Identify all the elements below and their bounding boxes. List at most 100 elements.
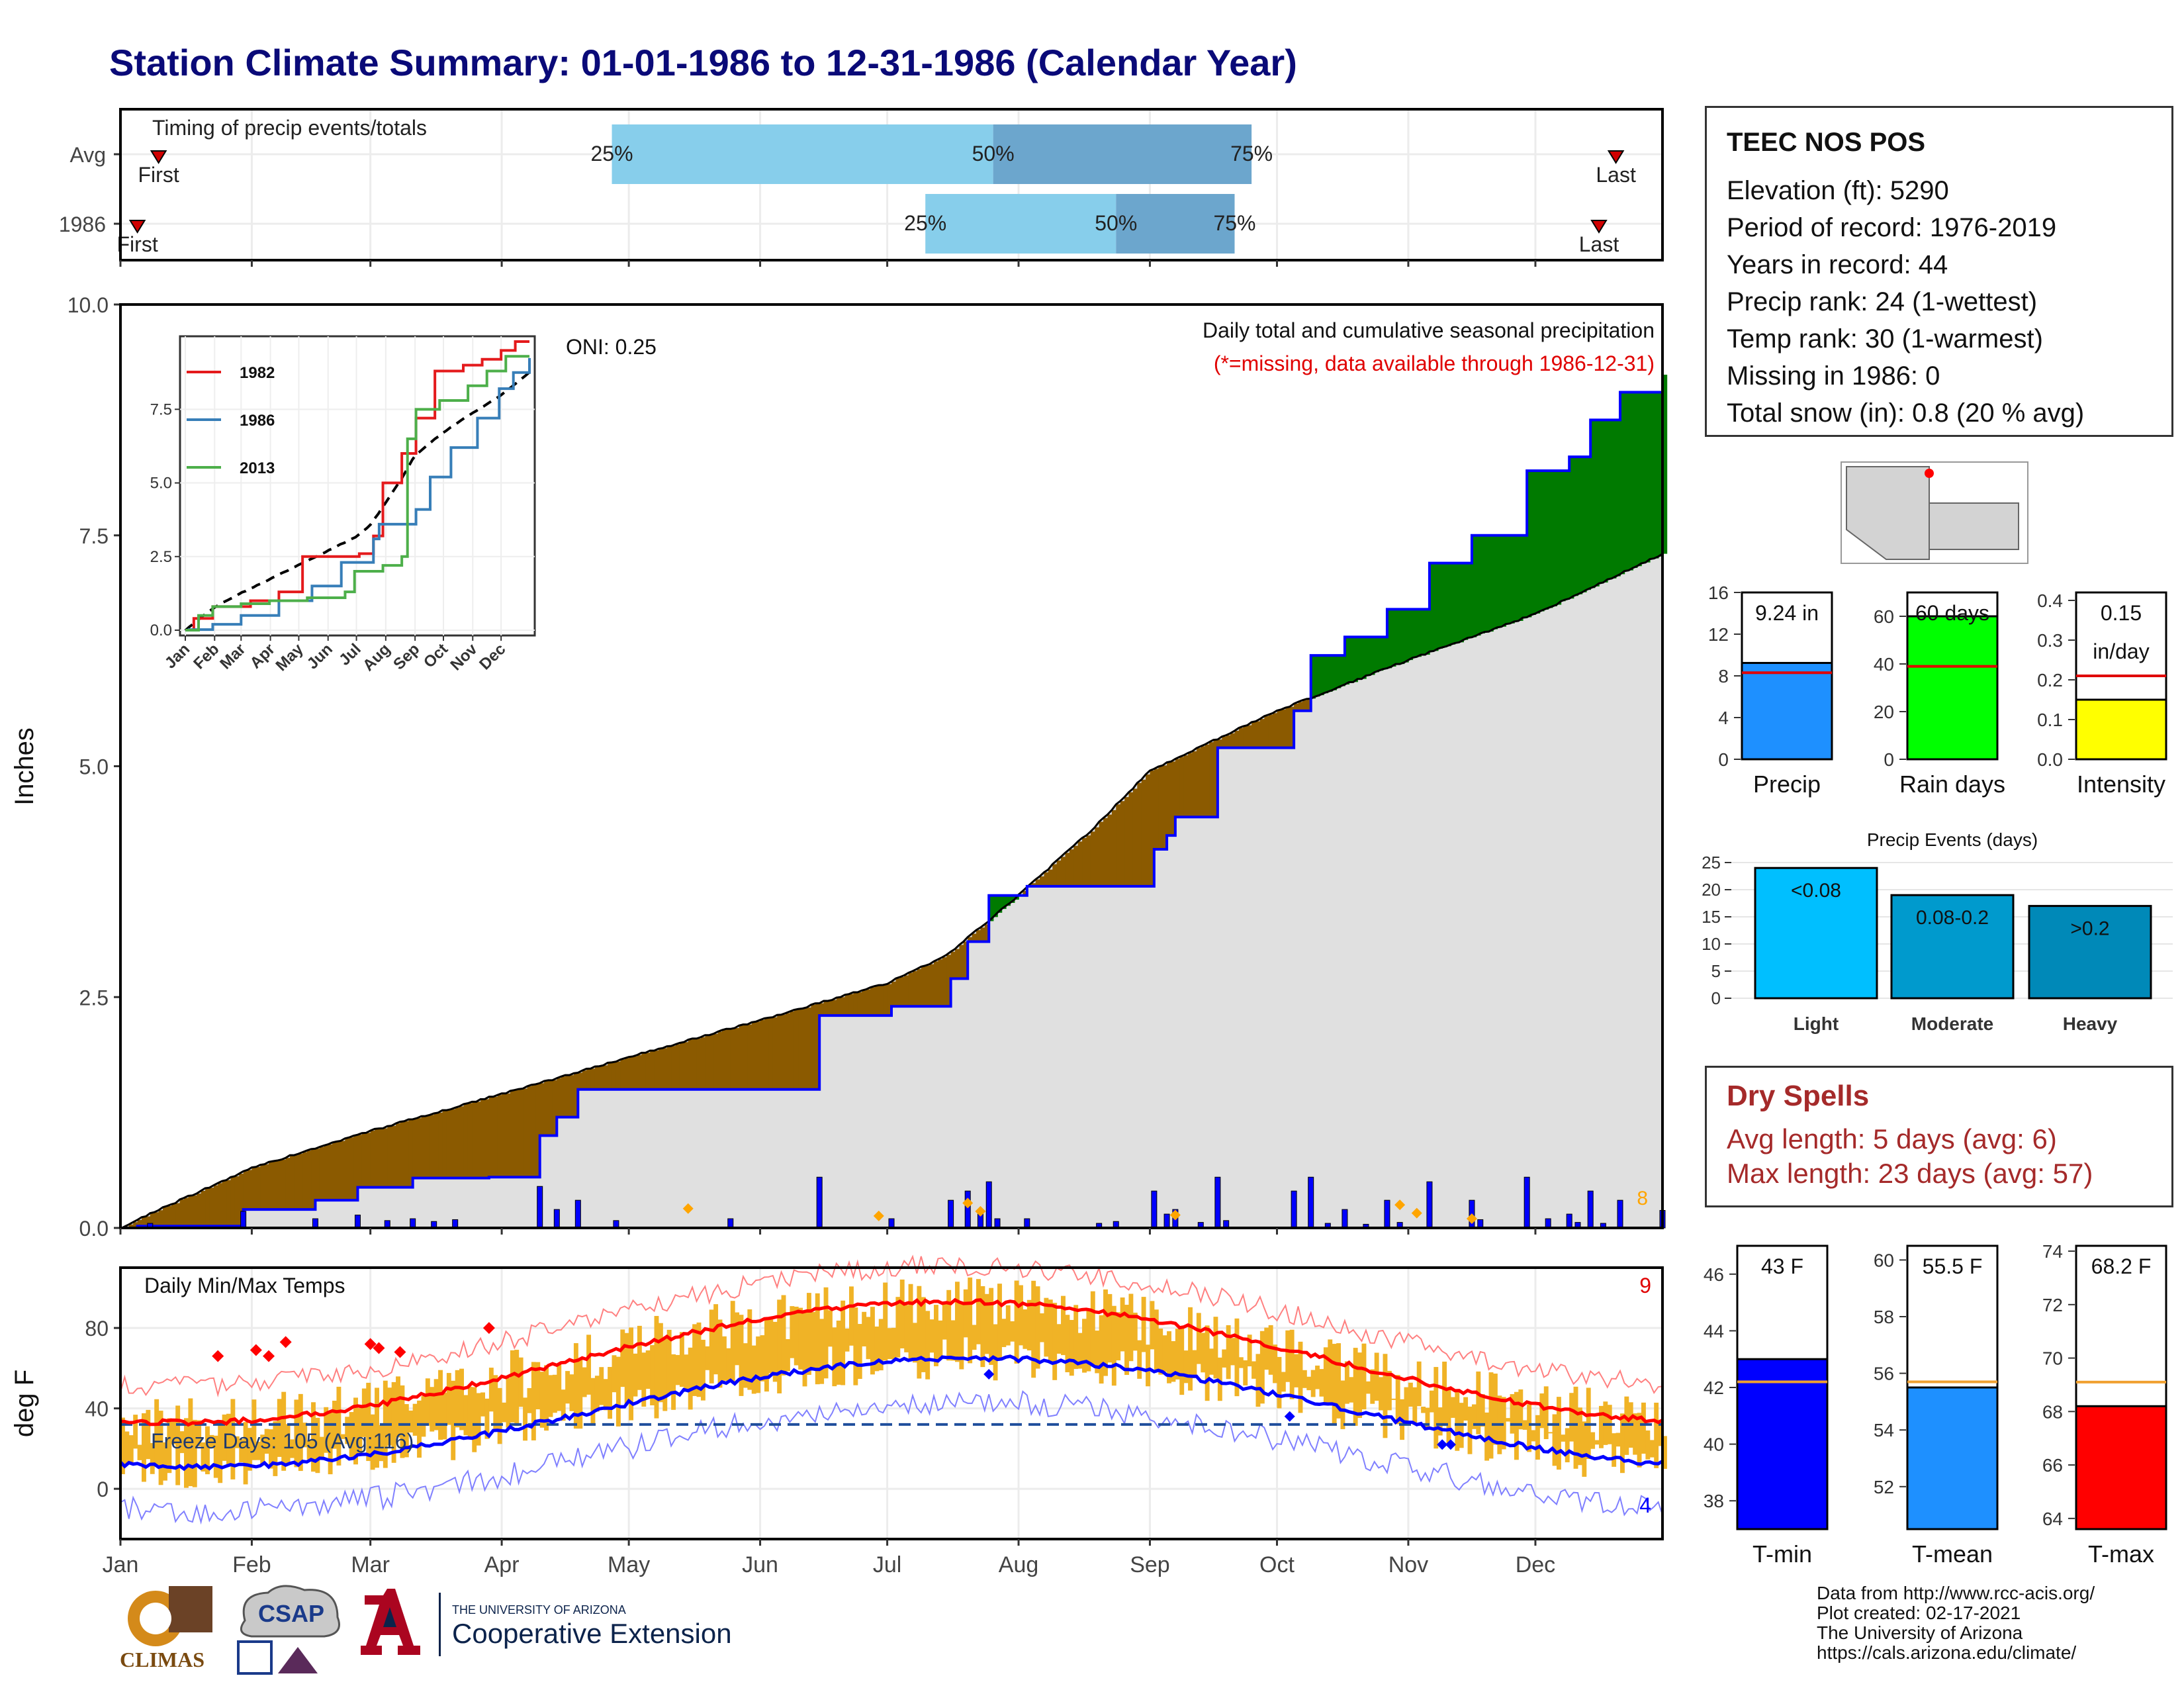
daily-temp-bar <box>1289 1329 1295 1399</box>
above-avg-fill <box>1497 535 1502 628</box>
above-avg-fill <box>1328 655 1333 692</box>
daily-temp-bar <box>1437 1407 1443 1436</box>
record-max-line <box>120 1254 1663 1397</box>
below-avg-fill <box>654 1051 659 1090</box>
above-avg-fill <box>1442 563 1447 647</box>
daily-temp-bar <box>1552 1414 1557 1466</box>
precip-summary-value-label: 9.24 in <box>1755 601 1819 625</box>
daily-temp-bar <box>709 1309 714 1383</box>
daily-temp-bar <box>980 1286 985 1368</box>
daily-temp-bar <box>285 1424 291 1464</box>
daily-temp-bar <box>425 1378 430 1426</box>
tmax-summary-y-tick-label: 74 <box>2042 1241 2063 1262</box>
daily-temp-bar <box>1641 1402 1646 1454</box>
above-avg-fill <box>1506 535 1511 624</box>
below-avg-fill <box>827 1000 833 1016</box>
daily-temp-bar <box>1662 1436 1667 1469</box>
precip-summary-y-tick-label: 4 <box>1718 708 1729 728</box>
month-label: Sep <box>1130 1552 1170 1577</box>
below-avg-fill <box>561 1076 566 1117</box>
tmean-summary-y-tick-label: 58 <box>1874 1307 1894 1327</box>
daily-temp-bar <box>743 1343 748 1388</box>
daily-temp-bar <box>747 1309 752 1390</box>
below-avg-fill <box>658 1049 664 1090</box>
daily-temp-bar <box>735 1312 740 1366</box>
above-avg-fill <box>1539 471 1545 612</box>
below-avg-fill <box>137 1219 142 1227</box>
daily-precip-bar <box>1617 1199 1623 1229</box>
daily-temp-bar <box>1132 1313 1138 1351</box>
below-avg-fill <box>142 1217 147 1227</box>
daily-temp-bar <box>1251 1361 1256 1379</box>
below-avg-fill <box>171 1204 177 1227</box>
above-avg-fill <box>1323 655 1329 694</box>
below-avg-fill <box>844 994 850 1016</box>
precip-events-title: Precip Events (days) <box>1867 829 2038 850</box>
daily-temp-bar <box>1492 1374 1498 1445</box>
rain-days-summary-y-tick-label: 60 <box>1874 606 1894 627</box>
daily-temp-bar <box>751 1345 756 1394</box>
daily-temp-bar <box>1328 1339 1333 1405</box>
daily-temp-bar <box>582 1367 587 1397</box>
below-avg-fill <box>218 1183 223 1227</box>
below-avg-fill <box>1294 704 1299 711</box>
daily-temp-bar <box>412 1403 418 1436</box>
daily-temp-bar <box>883 1282 888 1361</box>
tmin-summary-axis-label: T-min <box>1752 1540 1812 1568</box>
daily-temp-bar <box>819 1319 825 1384</box>
tmin-summary-bar <box>1736 1358 1829 1530</box>
below-avg-fill <box>904 975 909 1007</box>
tmean-summary-value-label: 55.5 F <box>1923 1254 1983 1278</box>
precip-summary-y-tick-label: 16 <box>1708 583 1729 603</box>
below-avg-fill <box>862 990 867 1016</box>
tmean-summary-y-tick-label: 60 <box>1874 1250 1894 1270</box>
daily-precip-bar <box>240 1211 247 1229</box>
below-avg-fill <box>1183 755 1189 818</box>
daily-temp-bar <box>379 1425 384 1462</box>
below-avg-fill <box>484 1099 490 1178</box>
timing-pct-label: 25% <box>904 211 946 235</box>
daily-temp-bar <box>1446 1387 1451 1446</box>
below-avg-fill <box>506 1093 511 1178</box>
below-avg-fill <box>324 1145 329 1201</box>
daily-temp-bar <box>1480 1394 1485 1427</box>
daily-temp-bar <box>353 1397 358 1465</box>
below-avg-fill <box>747 1024 752 1090</box>
daily-temp-bar <box>688 1347 693 1410</box>
daily-temp-bar <box>1463 1397 1469 1421</box>
precip-y-tick-label: 7.5 <box>79 524 109 548</box>
inset-legend-label: 1982 <box>240 364 275 382</box>
daily-temp-bar <box>192 1419 197 1487</box>
daily-temp-bar <box>1158 1328 1163 1375</box>
daily-temp-bar <box>213 1435 218 1478</box>
below-avg-fill <box>345 1138 350 1201</box>
daily-temp-bar <box>781 1295 786 1376</box>
daily-temp-bar <box>404 1404 409 1458</box>
below-avg-fill <box>1069 849 1075 886</box>
daily-temp-bar <box>1391 1398 1396 1400</box>
below-avg-fill <box>361 1133 367 1188</box>
below-avg-fill <box>1205 744 1210 818</box>
below-avg-fill <box>1103 818 1109 886</box>
daily-temp-bar <box>887 1328 892 1360</box>
precip-y-tick-label: 0.0 <box>79 1217 109 1241</box>
below-avg-fill <box>523 1088 528 1178</box>
below-avg-fill <box>1086 835 1091 886</box>
daily-temp-bar <box>1095 1331 1100 1374</box>
below-avg-fill <box>158 1210 163 1227</box>
inset-frame <box>179 335 536 637</box>
daily-temp-bar <box>841 1300 846 1385</box>
below-avg-fill <box>913 971 918 1007</box>
below-avg-fill <box>1213 739 1218 818</box>
daily-temp-bar <box>1306 1376 1312 1391</box>
tmean-summary-axis-label: T-mean <box>1912 1540 1993 1568</box>
below-avg-fill <box>578 1072 583 1090</box>
daily-temp-bar <box>692 1324 698 1396</box>
tmean-summary-y-tick-label: 56 <box>1874 1364 1894 1384</box>
station-info-box: TEEC NOS POS Elevation (ft): 5290 Period… <box>1705 106 2173 437</box>
tmax-summary-value-label: 68.2 F <box>2091 1254 2152 1278</box>
daily-temp-bar <box>1404 1387 1409 1423</box>
precip-event-bar <box>1754 867 1878 1000</box>
above-avg-fill <box>1404 609 1409 663</box>
tmax-summary-y-tick-label: 66 <box>2042 1455 2063 1476</box>
